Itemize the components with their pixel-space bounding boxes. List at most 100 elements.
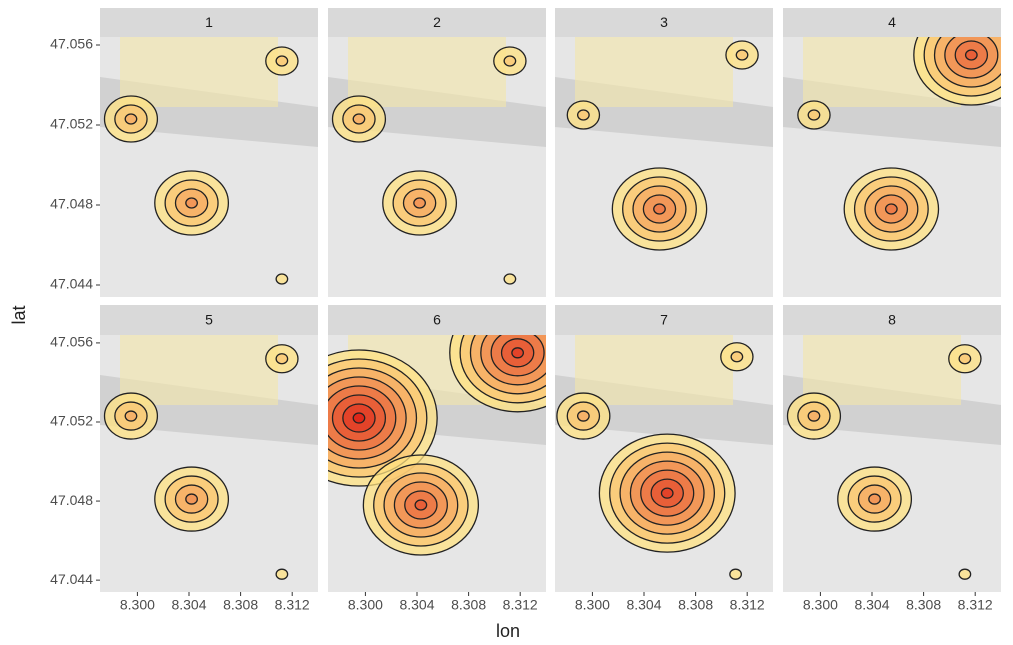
density-peak bbox=[729, 568, 742, 580]
facet-strip bbox=[328, 8, 546, 37]
y-tick-label: 47.052 bbox=[50, 413, 93, 429]
density-peak bbox=[948, 344, 982, 374]
contour bbox=[352, 412, 366, 424]
y-tick-label: 47.044 bbox=[50, 571, 93, 587]
contour bbox=[958, 353, 972, 365]
facet-strip bbox=[100, 8, 318, 37]
facet-label: 2 bbox=[433, 14, 441, 30]
density-peak bbox=[611, 167, 708, 251]
density-peak bbox=[265, 46, 299, 76]
contour bbox=[807, 109, 821, 121]
density-peak bbox=[725, 40, 759, 70]
contour bbox=[807, 410, 821, 422]
panel bbox=[783, 335, 1001, 592]
x-tick-label: 8.308 bbox=[678, 597, 713, 613]
density-peak bbox=[843, 167, 940, 251]
facet-label: 1 bbox=[205, 14, 213, 30]
density-peak bbox=[265, 344, 299, 374]
x-tick-label: 8.312 bbox=[503, 597, 538, 613]
panel bbox=[328, 335, 546, 592]
facet-strip bbox=[555, 8, 773, 37]
x-tick-label: 8.312 bbox=[275, 597, 310, 613]
facet-label: 4 bbox=[888, 14, 896, 30]
x-tick-label: 8.304 bbox=[171, 597, 206, 613]
facet-label: 3 bbox=[660, 14, 668, 30]
facet-strip bbox=[783, 8, 1001, 37]
y-tick-label: 47.056 bbox=[50, 36, 93, 52]
contour bbox=[275, 273, 289, 285]
panel bbox=[328, 37, 546, 297]
x-tick-label: 8.300 bbox=[803, 597, 838, 613]
contour bbox=[124, 410, 138, 422]
facet-strip bbox=[555, 305, 773, 335]
density-peak bbox=[328, 349, 438, 487]
contour bbox=[735, 49, 749, 61]
density-peak bbox=[556, 392, 611, 440]
density-peak bbox=[103, 95, 159, 143]
x-tick-label: 8.308 bbox=[906, 597, 941, 613]
x-tick-label: 8.300 bbox=[575, 597, 610, 613]
contour bbox=[413, 197, 426, 209]
x-axis-label: lon bbox=[496, 621, 520, 641]
panel bbox=[783, 37, 1001, 297]
density-peak bbox=[913, 37, 1001, 106]
facet-strip bbox=[328, 305, 546, 335]
x-tick-label: 8.308 bbox=[451, 597, 486, 613]
x-tick-label: 8.312 bbox=[730, 597, 765, 613]
x-tick-label: 8.312 bbox=[958, 597, 993, 613]
contour bbox=[576, 109, 590, 121]
y-axis-label: lat bbox=[9, 305, 29, 324]
contour bbox=[275, 55, 289, 67]
x-tick-label: 8.308 bbox=[223, 597, 258, 613]
map-area bbox=[120, 37, 278, 107]
contour bbox=[503, 273, 517, 285]
contour bbox=[958, 568, 972, 580]
density-peak bbox=[720, 342, 754, 372]
facet-label: 8 bbox=[888, 312, 896, 328]
density-peak bbox=[103, 392, 159, 440]
contour bbox=[275, 353, 289, 365]
density-peak bbox=[275, 568, 289, 580]
contour bbox=[730, 351, 744, 363]
map-area bbox=[803, 335, 961, 405]
facet-label: 7 bbox=[660, 312, 668, 328]
contour bbox=[414, 499, 428, 511]
contour bbox=[576, 410, 590, 422]
y-tick-label: 47.048 bbox=[50, 492, 93, 508]
map-area bbox=[120, 335, 278, 405]
x-tick-label: 8.304 bbox=[399, 597, 434, 613]
density-peak bbox=[503, 273, 517, 285]
x-tick-label: 8.300 bbox=[348, 597, 383, 613]
panel bbox=[555, 37, 773, 297]
facet-label: 6 bbox=[433, 312, 441, 328]
contour bbox=[185, 493, 198, 505]
y-tick-label: 47.048 bbox=[50, 196, 93, 212]
density-peak bbox=[275, 273, 289, 285]
density-peak bbox=[958, 568, 972, 580]
contour bbox=[729, 568, 742, 580]
density-peak bbox=[382, 170, 458, 236]
contour bbox=[124, 113, 138, 125]
density-peak bbox=[598, 433, 736, 553]
density-peak bbox=[362, 454, 480, 556]
contour bbox=[511, 347, 525, 359]
contour bbox=[352, 113, 366, 125]
panel bbox=[100, 335, 318, 592]
density-peak bbox=[493, 46, 527, 76]
y-tick-label: 47.052 bbox=[50, 116, 93, 132]
density-peak bbox=[797, 100, 831, 130]
panel bbox=[100, 37, 318, 297]
density-peak bbox=[449, 335, 546, 413]
facet-label: 5 bbox=[205, 312, 213, 328]
y-tick-label: 47.056 bbox=[50, 334, 93, 350]
x-tick-label: 8.300 bbox=[120, 597, 155, 613]
density-peak bbox=[566, 100, 601, 130]
contour bbox=[868, 493, 881, 505]
density-peak bbox=[331, 95, 387, 143]
contour bbox=[275, 568, 289, 580]
facet-strip bbox=[100, 305, 318, 335]
contour bbox=[503, 55, 517, 67]
density-peak bbox=[154, 466, 230, 532]
density-peak bbox=[786, 392, 842, 440]
